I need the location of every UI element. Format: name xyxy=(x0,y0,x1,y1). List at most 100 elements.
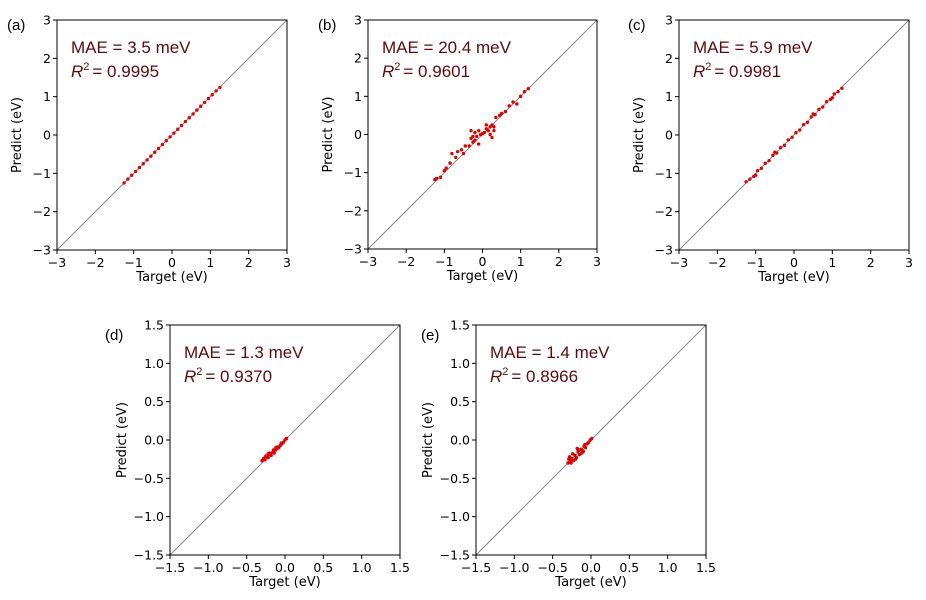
x-tick-label: 1 xyxy=(206,255,214,270)
x-tick-label: 1.5 xyxy=(696,560,716,575)
r2-symbol: R xyxy=(71,62,83,81)
data-point xyxy=(202,100,207,105)
data-point xyxy=(122,181,126,185)
data-point xyxy=(473,138,477,142)
data-point xyxy=(133,169,138,174)
data-point xyxy=(266,452,270,456)
x-tick-label: −1.5 xyxy=(461,560,491,575)
data-point xyxy=(583,442,587,447)
data-point xyxy=(475,134,479,139)
data-point xyxy=(473,130,477,135)
y-tick-label: 0.0 xyxy=(450,433,470,448)
data-point xyxy=(811,112,815,116)
data-point xyxy=(518,94,523,99)
y-tick-label: −1.5 xyxy=(134,548,164,563)
y-tick-label: 1.5 xyxy=(450,318,470,333)
r2-value: = 0.9981 xyxy=(714,62,781,81)
r2-superscript: 2 xyxy=(83,61,89,73)
y-tick-label: 2 xyxy=(43,51,51,66)
x-tick-label: −2 xyxy=(708,255,726,270)
y-tick-label: −1 xyxy=(33,166,51,181)
y-tick-label: −1 xyxy=(344,165,362,180)
data-point xyxy=(272,451,276,455)
y-tick-label: −1.0 xyxy=(134,509,164,524)
y-tick-label: −2 xyxy=(33,204,51,219)
mae-annotation: MAE = 20.4 meV xyxy=(382,38,512,57)
y-tick-label: 3 xyxy=(354,13,362,28)
x-tick-label: −1 xyxy=(746,255,764,270)
r2-annotation: R2 = 0.9370 xyxy=(184,366,272,386)
data-point xyxy=(755,168,760,173)
y-tick-label: 0 xyxy=(665,128,673,143)
data-point xyxy=(511,100,515,104)
data-points xyxy=(122,85,222,185)
y-tick-label: −0.5 xyxy=(440,471,470,486)
x-tick-label: 2 xyxy=(245,255,253,270)
y-axis-label: Predict (eV) xyxy=(421,402,436,478)
x-tick-label: 1.0 xyxy=(352,560,372,575)
chart-panel-b: −3−3 −2 −2 −1 −1 0 0 1 1 2 2 3 3 Target (eV) Predict (… xyxy=(318,13,601,285)
data-point xyxy=(435,176,439,181)
data-point xyxy=(763,161,767,166)
data-point xyxy=(778,145,783,150)
data-point xyxy=(507,104,511,108)
x-tick-label: −1 xyxy=(435,254,453,269)
data-point xyxy=(744,180,748,184)
data-point xyxy=(153,150,157,154)
data-point xyxy=(499,111,504,116)
r2-annotation: R2 = 0.9981 xyxy=(693,61,781,81)
data-point xyxy=(141,162,145,166)
x-tick-label: 1 xyxy=(828,255,836,270)
y-tick-label: 1.5 xyxy=(144,318,164,333)
y-tick-label: 3 xyxy=(665,13,673,28)
x-tick-label: 0.5 xyxy=(619,560,639,575)
x-axis-label: Target (eV) xyxy=(446,269,518,284)
data-point xyxy=(130,173,134,177)
x-tick-label: −3 xyxy=(48,255,66,270)
y-tick-label: −0.5 xyxy=(134,471,164,486)
x-tick-label: 1.0 xyxy=(658,560,678,575)
x-tick-label: 1.5 xyxy=(390,560,410,575)
data-point xyxy=(573,457,578,461)
data-point xyxy=(567,455,572,459)
chart-panel-d: −1.5−1.5 −1.0 −1.0 −0.5 −0.5 0.0 0.0 0.5 0.5 1.0 1… xyxy=(105,318,410,591)
data-point xyxy=(206,96,211,101)
data-point xyxy=(753,173,758,177)
data-point xyxy=(515,102,519,106)
data-point xyxy=(581,449,586,454)
data-point xyxy=(284,436,289,441)
data-point xyxy=(840,86,844,90)
x-axis-label: Target (eV) xyxy=(757,270,829,285)
x-tick-label: 0.5 xyxy=(313,560,333,575)
x-tick-label: −0.5 xyxy=(537,560,567,575)
y-axis-label: Predict (eV) xyxy=(10,97,25,173)
data-point xyxy=(801,122,806,127)
mae-annotation: MAE = 1.4 meV xyxy=(490,343,610,362)
y-tick-label: 0 xyxy=(354,127,362,142)
data-point xyxy=(450,151,454,156)
y-tick-label: 0.0 xyxy=(144,433,164,448)
data-point xyxy=(821,105,825,109)
r2-superscript: 2 xyxy=(705,61,711,73)
data-point xyxy=(570,452,575,456)
data-point xyxy=(471,134,475,139)
y-axis-label: Predict (eV) xyxy=(632,97,647,173)
data-point xyxy=(179,123,184,128)
x-tick-label: 2 xyxy=(867,255,875,270)
y-tick-label: 0.5 xyxy=(144,394,164,409)
data-point xyxy=(442,169,447,173)
data-point xyxy=(218,85,222,90)
y-tick-label: 1.0 xyxy=(450,356,470,371)
r2-symbol: R xyxy=(382,62,394,81)
data-point xyxy=(773,150,777,154)
panel-label: (e) xyxy=(421,327,439,344)
x-tick-label: 0.0 xyxy=(275,560,295,575)
x-tick-label: 3 xyxy=(283,255,291,270)
y-tick-label: −1 xyxy=(655,166,673,181)
data-point xyxy=(164,139,168,143)
r2-symbol: R xyxy=(490,367,502,386)
y-tick-label: 0.5 xyxy=(450,394,470,409)
data-point xyxy=(459,148,464,152)
data-point xyxy=(454,155,458,160)
